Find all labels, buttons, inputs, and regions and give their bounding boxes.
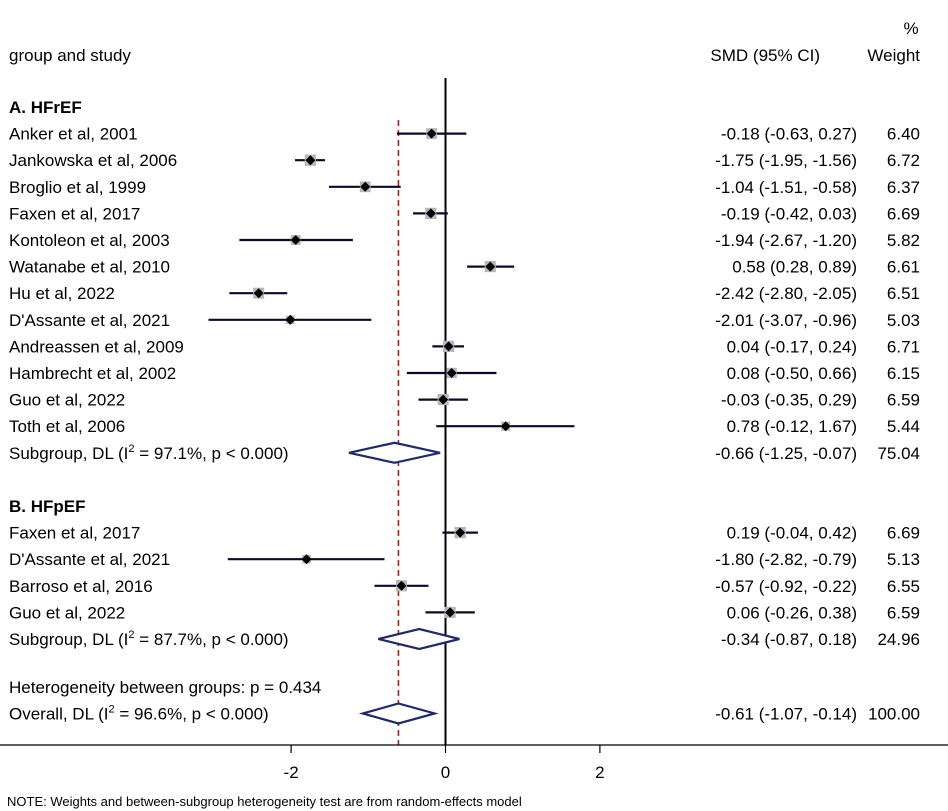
study-label: Anker et al, 2001 xyxy=(9,125,138,144)
study-weight-text: 5.82 xyxy=(887,231,920,250)
study-weight-text: 6.69 xyxy=(887,204,920,223)
study-ci-text: 0.19 (-0.04, 0.42) xyxy=(727,524,857,543)
group-label: B. HFpEF xyxy=(9,497,86,516)
study-weight-text: 6.37 xyxy=(887,178,920,197)
study-label: Hambrecht et al, 2002 xyxy=(9,364,176,383)
x-tick-label: 2 xyxy=(595,763,604,782)
study-label: Toth et al, 2006 xyxy=(9,417,125,436)
study-weight-text: 5.03 xyxy=(887,311,920,330)
header-group-and-study: group and study xyxy=(9,46,131,65)
study-ci-text: 0.58 (0.28, 0.89) xyxy=(732,258,857,277)
study-weight-text: 6.69 xyxy=(887,524,920,543)
study-label: D'Assante et al, 2021 xyxy=(9,550,170,569)
header-weight-percent: % xyxy=(903,19,918,38)
study-ci-text: -0.57 (-0.92, -0.22) xyxy=(715,577,857,596)
point-estimate xyxy=(443,341,454,352)
point-estimate xyxy=(485,261,496,272)
study-label: Hu et al, 2022 xyxy=(9,284,115,303)
study-ci-text: 0.04 (-0.17, 0.24) xyxy=(727,337,857,356)
study-weight-text: 6.55 xyxy=(887,577,920,596)
overall-label: Overall, DL (I2 = 96.6%, p < 0.000) xyxy=(9,703,269,723)
subgroup-weight-text: 24.96 xyxy=(877,630,920,649)
study-weight-text: 6.59 xyxy=(887,603,920,622)
subgroup-ci-text: -0.66 (-1.25, -0.07) xyxy=(715,444,857,463)
group-label: A. HFrEF xyxy=(9,98,82,117)
study-ci-text: -1.75 (-1.95, -1.56) xyxy=(715,151,857,170)
overall-ci-text: -0.61 (-1.07, -0.14) xyxy=(715,704,857,723)
study-weight-text: 6.59 xyxy=(887,391,920,410)
footnote: NOTE: Weights and between-subgroup heter… xyxy=(7,794,522,809)
study-label: Guo et al, 2022 xyxy=(9,603,125,622)
point-estimate xyxy=(290,235,301,245)
study-ci-text: -2.01 (-3.07, -0.96) xyxy=(715,311,857,330)
study-weight-text: 6.51 xyxy=(887,284,920,303)
study-ci-text: 0.06 (-0.26, 0.38) xyxy=(727,603,857,622)
study-label: D'Assante et al, 2021 xyxy=(9,311,170,330)
study-weight-text: 5.44 xyxy=(887,417,920,436)
study-label: Kontoleon et al, 2003 xyxy=(9,231,170,250)
heterogeneity-text: Heterogeneity between groups: p = 0.434 xyxy=(9,678,321,697)
subgroup-diamond xyxy=(378,627,460,651)
subgroup-diamond xyxy=(348,441,441,464)
study-ci-text: -2.42 (-2.80, -2.05) xyxy=(715,284,857,303)
point-estimate xyxy=(500,421,511,432)
x-tick-label: 0 xyxy=(441,763,450,782)
study-label: Faxen et al, 2017 xyxy=(9,524,140,543)
study-weight-text: 5.13 xyxy=(887,550,920,569)
study-weight-text: 6.72 xyxy=(887,151,920,170)
study-label: Broglio et al, 1999 xyxy=(9,178,146,197)
study-label: Watanabe et al, 2010 xyxy=(9,258,170,277)
study-ci-text: -1.94 (-2.67, -1.20) xyxy=(715,231,857,250)
study-ci-text: -0.19 (-0.42, 0.03) xyxy=(721,204,857,223)
point-estimate xyxy=(301,554,312,565)
study-weight-text: 6.15 xyxy=(887,364,920,383)
point-estimate xyxy=(446,368,457,378)
study-label: Andreassen et al, 2009 xyxy=(9,337,184,356)
point-estimate xyxy=(445,607,456,618)
study-label: Guo et al, 2022 xyxy=(9,391,125,410)
point-estimate xyxy=(253,288,264,299)
point-estimate xyxy=(285,314,296,325)
study-weight-text: 6.71 xyxy=(887,337,920,356)
point-estimate xyxy=(455,527,466,538)
study-weight-text: 6.61 xyxy=(887,258,920,277)
point-estimate xyxy=(305,155,316,166)
point-estimate xyxy=(396,580,407,591)
study-ci-text: -1.04 (-1.51, -0.58) xyxy=(715,178,857,197)
study-ci-text: 0.78 (-0.12, 1.67) xyxy=(727,417,857,436)
subgroup-label: Subgroup, DL (I2 = 87.7%, p < 0.000) xyxy=(9,629,289,649)
overall-weight-text: 100.00 xyxy=(868,704,920,723)
study-label: Faxen et al, 2017 xyxy=(9,204,140,223)
header-weight: Weight xyxy=(867,46,920,65)
subgroup-ci-text: -0.34 (-0.87, 0.18) xyxy=(721,630,857,649)
overall-diamond xyxy=(358,702,439,725)
header-smd-ci: SMD (95% CI) xyxy=(710,46,820,65)
study-ci-text: -0.03 (-0.35, 0.29) xyxy=(721,391,857,410)
study-label: Barroso et al, 2016 xyxy=(9,577,153,596)
study-label: Jankowska et al, 2006 xyxy=(9,151,177,170)
subgroup-weight-text: 75.04 xyxy=(877,444,920,463)
x-tick-label: -2 xyxy=(284,763,299,782)
study-weight-text: 6.40 xyxy=(887,125,920,144)
point-estimate xyxy=(438,394,449,405)
study-ci-text: -0.18 (-0.63, 0.27) xyxy=(721,125,857,144)
point-estimate xyxy=(425,208,436,219)
point-estimate xyxy=(426,128,437,139)
study-ci-text: -1.80 (-2.82, -0.79) xyxy=(715,550,857,569)
point-estimate xyxy=(360,181,371,192)
study-ci-text: 0.08 (-0.50, 0.66) xyxy=(727,364,857,383)
subgroup-label: Subgroup, DL (I2 = 97.1%, p < 0.000) xyxy=(9,443,289,463)
